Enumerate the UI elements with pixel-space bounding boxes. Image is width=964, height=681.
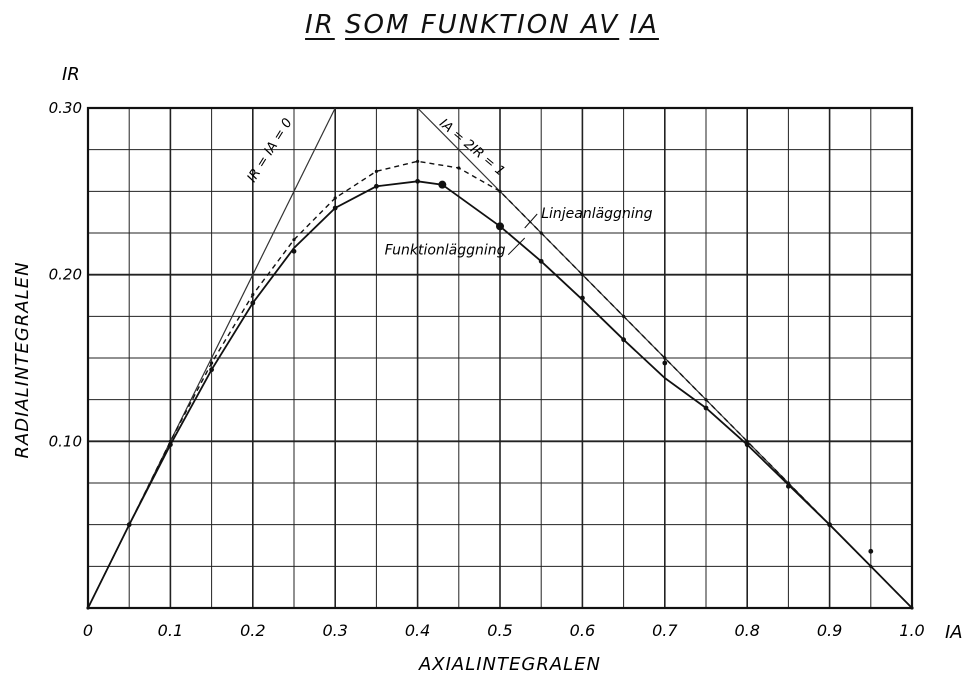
x-tick-labels: 0 0.1 0.2 0.3 0.4 0.5 0.6 0.7 0.8 0.9 1.0 xyxy=(83,621,925,640)
data-point xyxy=(827,522,832,528)
annotation-arrow xyxy=(524,213,538,229)
title-symbol-ir: IR xyxy=(305,10,335,40)
linjeanlaggning-point xyxy=(580,273,585,277)
title-symbol-ia: IA xyxy=(629,10,659,40)
linjeanlaggning-point xyxy=(416,159,420,163)
annotation-funktionlaggning: Funktionläggning xyxy=(385,243,506,259)
data-point xyxy=(438,180,447,189)
y-axis-label: RADIALINTEGRALEN xyxy=(12,261,33,458)
annotation-end-line: IA = 2IR = 1 xyxy=(436,116,507,179)
linjeanlaggning-point xyxy=(168,439,172,443)
data-point xyxy=(374,183,379,189)
title-text: SOM FUNKTION AV xyxy=(345,10,620,40)
linjeanlaggning-point xyxy=(869,564,873,568)
x-tick-label: 0.7 xyxy=(652,621,678,640)
data-point xyxy=(868,548,874,554)
annotation-arrow xyxy=(507,237,526,256)
linjeanlaggning-point xyxy=(663,356,667,360)
linjeanlaggning-point xyxy=(910,606,914,610)
data-point xyxy=(703,405,709,411)
axes xyxy=(86,106,914,610)
linjeanlaggning-point xyxy=(333,196,337,200)
linjeanlaggning-point xyxy=(457,166,461,170)
x-tick-label: 0 xyxy=(83,621,93,640)
x-tick-label: 0.9 xyxy=(817,621,842,640)
x-tick-label: 0.6 xyxy=(570,621,595,640)
data-point xyxy=(332,205,338,211)
data-point xyxy=(580,295,585,301)
series-linjeanlaggning-line xyxy=(87,160,913,609)
linjeanlaggning-point xyxy=(786,481,791,485)
data-point xyxy=(209,367,215,373)
plot-frame xyxy=(86,106,914,610)
x-axis-symbol: IA xyxy=(945,622,963,643)
linjeanlaggning-point xyxy=(539,231,543,235)
data-point xyxy=(168,442,173,448)
x-axis-label: AXIALINTEGRALEN xyxy=(418,654,601,675)
linjeanlaggning-point xyxy=(704,398,708,402)
linjeanlaggning-point xyxy=(292,238,296,242)
data-point xyxy=(744,442,750,448)
linjeanlaggning-point xyxy=(622,314,626,318)
y-tick-label: 0.30 xyxy=(49,99,82,117)
annotation-linjeanlaggning: Linjeanläggning xyxy=(541,206,652,222)
linjeanlaggning-point xyxy=(374,169,378,173)
linjeanlaggning-point xyxy=(86,606,90,610)
data-point xyxy=(538,258,544,264)
linjeanlaggning-point xyxy=(251,293,255,297)
linjeanlaggning-point xyxy=(210,361,214,365)
y-tick-label: 0.20 xyxy=(49,266,82,284)
x-tick-label: 1.0 xyxy=(899,621,924,640)
x-tick-label: 0.2 xyxy=(240,621,265,640)
data-point xyxy=(621,337,626,343)
series-markers xyxy=(86,159,914,610)
x-tick-label: 0.8 xyxy=(734,621,759,640)
data-point xyxy=(415,178,420,184)
y-axis-symbol: IR xyxy=(62,64,80,85)
chart-title: IR SOM FUNKTION AV IA xyxy=(0,10,964,40)
data-point xyxy=(126,522,132,528)
y-tick-label: 0.10 xyxy=(49,432,82,450)
x-tick-label: 0.4 xyxy=(405,621,430,640)
linjeanlaggning-point xyxy=(745,439,749,443)
y-tick-labels: 0.10 0.20 0.30 xyxy=(49,99,82,450)
data-point xyxy=(496,222,504,231)
data-point xyxy=(662,360,668,366)
data-point xyxy=(250,300,256,306)
data-point xyxy=(291,248,297,254)
x-tick-label: 0.3 xyxy=(322,621,347,640)
x-tick-label: 0.1 xyxy=(158,621,183,640)
linjeanlaggning-point xyxy=(498,189,502,193)
data-point xyxy=(786,483,791,489)
x-tick-label: 0.5 xyxy=(487,621,512,640)
